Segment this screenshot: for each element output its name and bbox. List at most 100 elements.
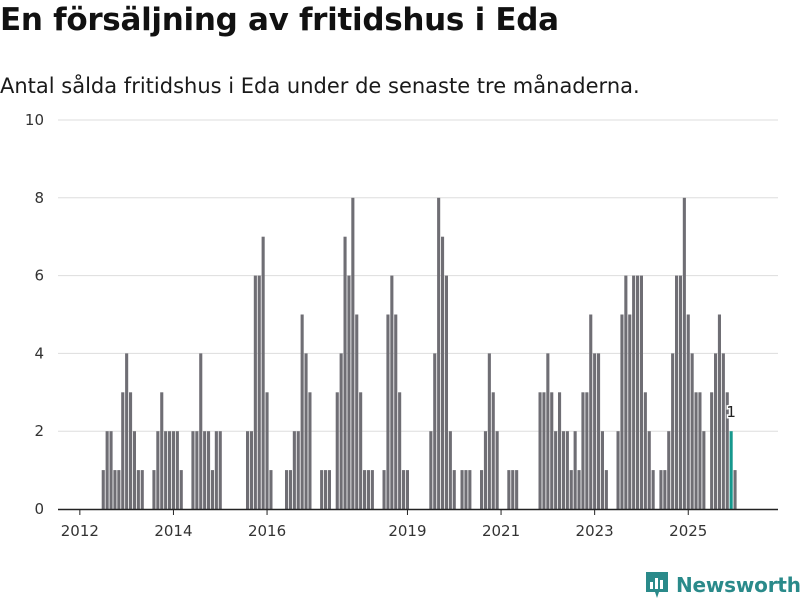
bar xyxy=(363,470,367,509)
bar xyxy=(109,431,113,509)
newsworthy-logo-icon xyxy=(646,572,668,598)
bar xyxy=(733,470,737,509)
chart-subtitle: Antal sålda fritidshus i Eda under de se… xyxy=(0,74,640,98)
x-tick-label: 2025 xyxy=(669,522,707,540)
bar xyxy=(546,353,550,509)
bar xyxy=(448,431,452,509)
bar xyxy=(218,431,222,509)
bar xyxy=(261,236,265,509)
bar xyxy=(113,470,117,509)
bar xyxy=(351,197,355,510)
bar xyxy=(725,392,729,509)
bar xyxy=(370,470,374,509)
bar xyxy=(682,197,686,510)
bars xyxy=(101,197,737,510)
brand-name: Newsworthy xyxy=(676,573,800,597)
bar xyxy=(491,392,495,509)
bar xyxy=(257,275,261,509)
bar xyxy=(320,470,324,509)
bar xyxy=(136,470,140,509)
y-tick-label: 8 xyxy=(34,189,44,207)
y-tick-label: 4 xyxy=(34,344,44,362)
bar xyxy=(675,275,679,509)
bar xyxy=(558,392,562,509)
bar xyxy=(694,392,698,509)
bar xyxy=(550,392,554,509)
bar xyxy=(581,392,585,509)
bar xyxy=(171,431,175,509)
bar xyxy=(597,353,601,509)
bar xyxy=(698,392,702,509)
bar xyxy=(554,431,558,509)
bar xyxy=(386,314,390,509)
bar xyxy=(717,314,721,509)
bar xyxy=(405,470,409,509)
bar xyxy=(659,470,663,509)
bar xyxy=(179,470,183,509)
bar xyxy=(195,431,199,509)
bar xyxy=(152,470,156,509)
bar xyxy=(214,431,218,509)
y-tick-label: 10 xyxy=(25,111,44,129)
bar xyxy=(671,353,675,509)
bar xyxy=(327,470,331,509)
bar xyxy=(593,353,597,509)
bar xyxy=(569,470,573,509)
bar xyxy=(366,470,370,509)
bar xyxy=(191,431,195,509)
bar xyxy=(382,470,386,509)
bar xyxy=(207,431,211,509)
bar xyxy=(253,275,257,509)
bar xyxy=(265,392,269,509)
bar xyxy=(561,431,565,509)
bar xyxy=(460,470,464,509)
bar xyxy=(300,314,304,509)
x-tick-label: 2023 xyxy=(576,522,614,540)
bar xyxy=(667,431,671,509)
bar xyxy=(616,431,620,509)
bar xyxy=(604,470,608,509)
y-axis-labels: 0 2 4 6 8 10 xyxy=(25,111,44,518)
bar xyxy=(210,470,214,509)
bar xyxy=(355,314,359,509)
bar xyxy=(542,392,546,509)
bar xyxy=(690,353,694,509)
page-title: En försäljning av fritidshus i Eda xyxy=(0,2,559,38)
bar xyxy=(437,197,441,510)
bar xyxy=(164,431,168,509)
bar xyxy=(433,353,437,509)
bar xyxy=(721,353,725,509)
bar xyxy=(577,470,581,509)
bar xyxy=(249,431,253,509)
x-tick-label: 2016 xyxy=(248,522,286,540)
bar xyxy=(117,470,121,509)
bar xyxy=(483,431,487,509)
bar xyxy=(156,431,160,509)
brand-logo: Newsworthy xyxy=(644,570,800,600)
bar xyxy=(632,275,636,509)
x-tick-label: 2021 xyxy=(482,522,520,540)
bar xyxy=(452,470,456,509)
bar xyxy=(343,236,347,509)
bar xyxy=(304,353,308,509)
bar xyxy=(347,275,351,509)
bar xyxy=(429,431,433,509)
bar xyxy=(140,470,144,509)
bar xyxy=(647,431,651,509)
bar xyxy=(308,392,312,509)
bar xyxy=(480,470,484,509)
bar xyxy=(105,431,109,509)
bar xyxy=(589,314,593,509)
bar xyxy=(339,353,343,509)
bar xyxy=(624,275,628,509)
bar xyxy=(636,275,640,509)
bar xyxy=(203,431,207,509)
bar xyxy=(686,314,690,509)
bar xyxy=(643,392,647,509)
bar xyxy=(702,431,706,509)
bar xyxy=(441,236,445,509)
bar xyxy=(507,470,511,509)
bar xyxy=(402,470,406,509)
bar xyxy=(168,431,172,509)
